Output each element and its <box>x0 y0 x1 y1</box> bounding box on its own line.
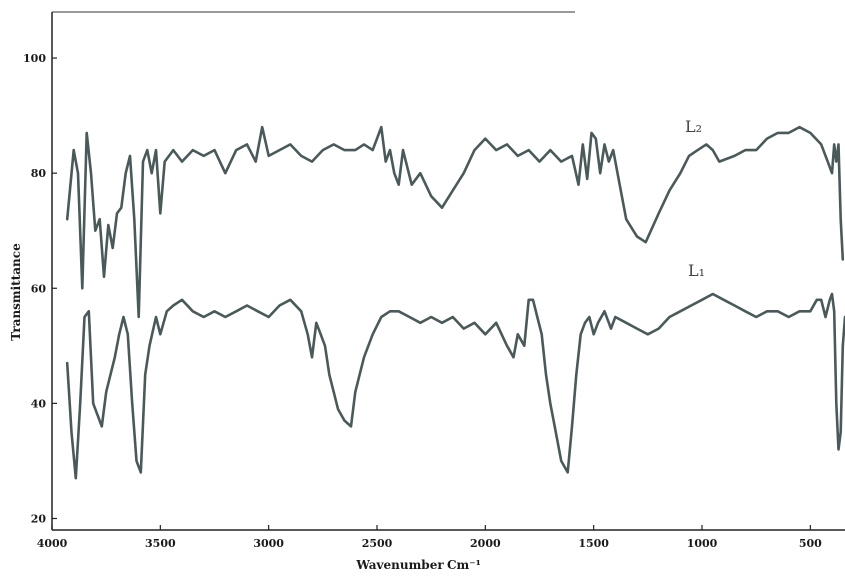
x-tick-label: 2000 <box>470 537 501 550</box>
y-axis-title: Transmittance <box>9 243 23 341</box>
y-tick-label: 40 <box>31 397 47 410</box>
x-tick-label: 3000 <box>253 537 284 550</box>
series-line-l1 <box>65 292 845 480</box>
series-line-l2 <box>65 125 845 319</box>
series-label-l1: L₁ <box>688 261 705 280</box>
series-lines <box>65 125 845 480</box>
x-tick-label: 3500 <box>145 537 176 550</box>
x-tick-label: 1000 <box>687 537 718 550</box>
y-tick-label: 80 <box>31 167 47 180</box>
x-axis-unit: Cm⁻¹ <box>447 558 481 572</box>
y-tick-label: 60 <box>31 282 47 295</box>
series-label-l2: L₂ <box>685 117 702 136</box>
axes <box>51 11 845 531</box>
x-tick-label: 4000 <box>37 537 68 550</box>
x-axis-title: Wavenumber <box>355 558 444 572</box>
x-tick-label: 2500 <box>362 537 393 550</box>
x-tick-label: 500 <box>799 537 822 550</box>
y-tick-label: 20 <box>31 512 47 525</box>
labels: 20 40 60 80 100 4000 3500 3000 2500 2000 1500 1000 5… <box>9 52 822 572</box>
x-tick-label: 1500 <box>578 537 609 550</box>
y-tick-label: 100 <box>23 52 46 65</box>
